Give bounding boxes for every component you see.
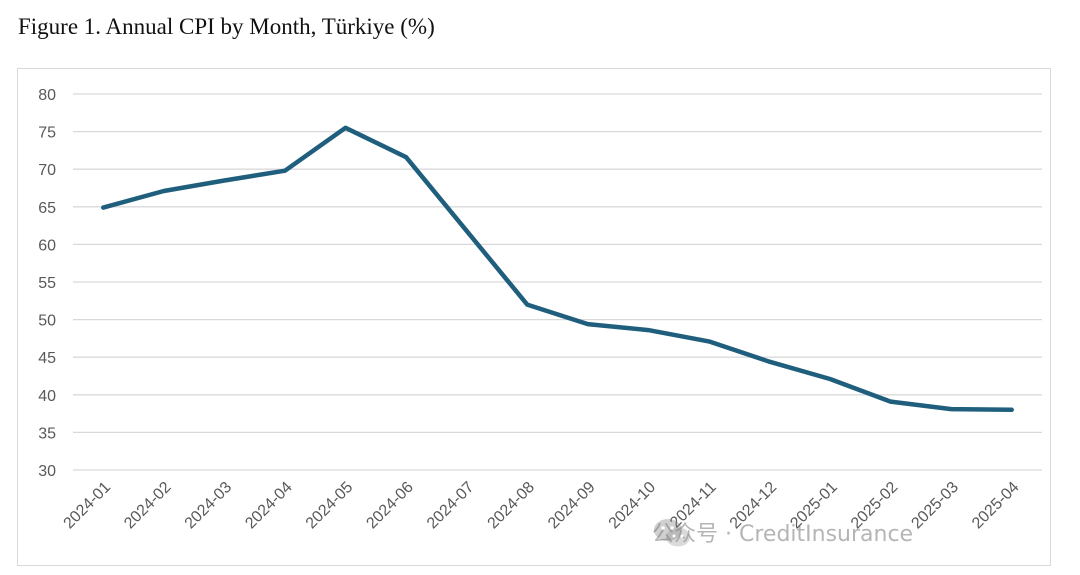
figure-title: Figure 1. Annual CPI by Month, Türkiye (…: [18, 14, 435, 39]
x-tick-label: 2025-04: [969, 479, 1023, 533]
y-tick-label: 50: [38, 313, 56, 330]
x-tick-label: 2024-08: [485, 479, 539, 533]
y-tick-label: 45: [38, 350, 56, 367]
cpi-series-line: [101, 125, 1014, 413]
y-tick-label: 55: [38, 275, 56, 292]
watermark-text: 公众号 · CreditInsurance: [652, 522, 914, 547]
y-tick-label: 65: [38, 200, 56, 217]
chart-frame: [17, 68, 1051, 566]
y-tick-label: 35: [38, 425, 56, 442]
x-tick-label: 2024-09: [545, 479, 599, 533]
x-tick-label: 2024-03: [182, 479, 236, 533]
y-axis-ticks: 30 35 40 45 50 55 60 65 70 75 80: [38, 87, 56, 480]
x-tick-label: 2024-01: [61, 479, 115, 533]
x-tick-label: 2024-02: [121, 479, 175, 533]
watermark: 公众号 · CreditInsurance: [652, 516, 913, 548]
x-tick-label: 2024-07: [424, 479, 478, 533]
y-tick-label: 40: [38, 388, 56, 405]
series-layer: [101, 125, 1014, 413]
y-tick-label: 70: [38, 162, 56, 179]
wechat-icon: [654, 519, 690, 547]
y-tick-label: 75: [38, 125, 56, 142]
y-tick-label: 80: [38, 87, 56, 104]
x-tick-label: 2025-03: [908, 479, 962, 533]
x-tick-label: 2024-04: [242, 479, 296, 533]
x-tick-label: 2024-06: [363, 479, 417, 533]
y-tick-label: 60: [38, 237, 56, 254]
gridlines: [73, 93, 1042, 471]
x-tick-label: 2024-05: [303, 479, 357, 533]
y-tick-label: 30: [38, 463, 56, 480]
